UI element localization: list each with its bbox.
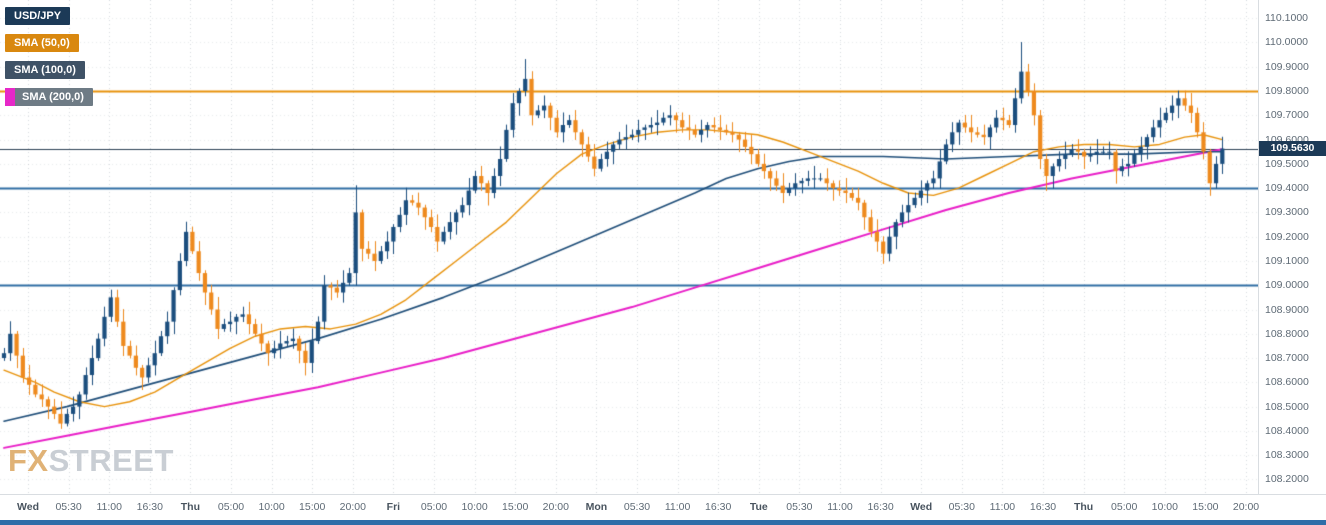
watermark-fx: FX	[8, 443, 49, 478]
y-axis-label: 109.9000	[1265, 60, 1309, 73]
y-axis-label: 108.6000	[1265, 376, 1309, 389]
x-axis-label: Mon	[585, 501, 608, 513]
x-axis-label: 05:00	[217, 501, 245, 513]
y-axis-label: 109.2000	[1265, 230, 1309, 243]
x-axis: Wed 05:30 11:00 16:30 Thu 05:00 10:00 15:00 20:0…	[0, 494, 1326, 521]
y-axis: 109.5630 110.1000 110.0000 109.9000 109.800…	[1258, 0, 1326, 494]
y-axis-label: 108.2000	[1265, 473, 1309, 486]
x-axis-label: Thu	[1073, 501, 1094, 513]
legend-item-label: SMA (50,0)	[14, 37, 70, 49]
y-axis-label: 110.1000	[1265, 12, 1309, 25]
x-axis-label: 05:30	[623, 501, 651, 513]
y-axis-label: 108.8000	[1265, 327, 1309, 340]
x-axis-label: Wed	[910, 501, 933, 513]
legend: USD/JPY SMA (50,0) SMA (100,0) SMA (200,0)	[5, 7, 93, 115]
y-axis-label: 110.0000	[1265, 36, 1309, 49]
x-axis-label: 05:30	[55, 501, 82, 513]
watermark-street: STREET	[48, 443, 174, 478]
y-axis-label: 109.0000	[1265, 279, 1309, 292]
x-axis-label: 16:30	[1029, 501, 1057, 513]
x-axis-label: 15:00	[1192, 501, 1219, 513]
x-axis-label: Tue	[749, 501, 768, 513]
y-axis-label: 109.1000	[1265, 254, 1309, 267]
x-axis-label: 10:00	[1151, 501, 1178, 513]
x-axis-label: Fri	[386, 501, 401, 513]
legend-item-label: SMA (200,0)	[22, 91, 84, 103]
x-axis-label: 05:30	[948, 501, 975, 513]
x-axis-label: 11:00	[96, 501, 122, 513]
legend-item-label: USD/JPY	[14, 10, 62, 22]
x-axis-label: 16:30	[136, 501, 163, 513]
plot-area	[0, 0, 1258, 494]
legend-item-sma-100-0[interactable]: SMA (100,0)	[5, 61, 85, 79]
x-axis-label: 16:30	[705, 501, 732, 513]
x-axis-label: 05:00	[420, 501, 448, 513]
y-axis-label: 109.8000	[1265, 85, 1309, 98]
x-axis-label: Thu	[180, 501, 201, 513]
y-axis-label: 109.5000	[1265, 157, 1309, 170]
x-axis-label: 15:00	[502, 501, 529, 513]
x-axis-label: 15:00	[299, 501, 326, 513]
fxstreet-watermark: FXSTREET	[8, 443, 174, 479]
x-axis-label: 05:30	[786, 501, 813, 513]
x-axis-label: 20:00	[339, 501, 366, 513]
y-axis-label: 108.3000	[1265, 449, 1309, 462]
legend-item-usd-jpy[interactable]: USD/JPY	[5, 7, 71, 25]
x-axis-label: 10:00	[461, 501, 488, 513]
y-axis-label: 109.4000	[1265, 182, 1309, 195]
y-axis-label: 108.9000	[1265, 303, 1309, 316]
legend-item-label: SMA (100,0)	[14, 64, 76, 76]
x-axis-label: 11:00	[989, 501, 1016, 513]
y-axis-label: 108.4000	[1265, 424, 1309, 437]
legend-item-sma-50-0[interactable]: SMA (50,0)	[5, 34, 79, 52]
x-axis-label: Wed	[17, 501, 39, 513]
y-axis-label: 109.3000	[1265, 206, 1309, 219]
bottom-bar	[0, 520, 1326, 525]
x-axis-label: 10:00	[258, 501, 285, 513]
x-axis-label: 05:00	[1111, 501, 1138, 513]
candlestick-chart-canvas[interactable]	[0, 0, 1258, 494]
x-axis-label: 20:00	[542, 501, 569, 513]
y-axis-label: 109.7000	[1265, 109, 1309, 122]
y-axis-label: 108.7000	[1265, 352, 1309, 365]
y-axis-label: 108.5000	[1265, 400, 1309, 413]
x-axis-label: 20:00	[1232, 501, 1260, 513]
x-axis-label: 11:00	[827, 501, 853, 513]
price-badge: 109.5630	[1259, 140, 1326, 156]
legend-item-sma-200-0[interactable]: SMA (200,0)	[5, 88, 93, 106]
x-axis-label: 11:00	[664, 501, 691, 513]
legend-swatch	[5, 88, 15, 106]
x-axis-label: 16:30	[867, 501, 894, 513]
